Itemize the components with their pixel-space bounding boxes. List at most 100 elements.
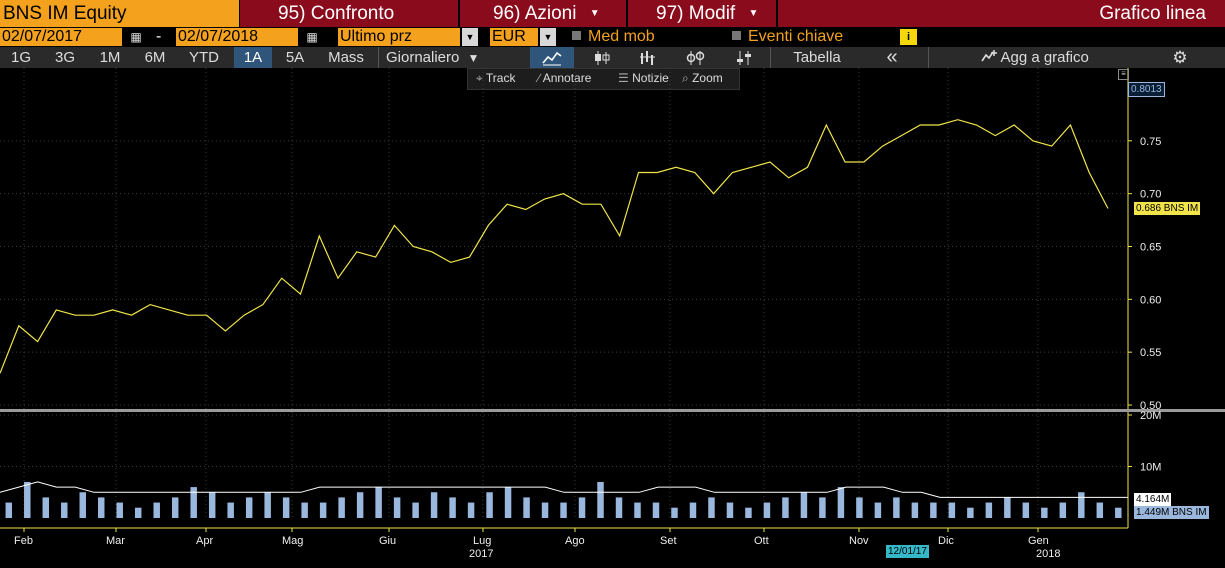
- volume-bar: [689, 502, 697, 518]
- collapse-icon[interactable]: «: [870, 47, 914, 68]
- volume-bar: [578, 497, 586, 518]
- period-tab-ytd[interactable]: YTD: [180, 47, 228, 68]
- period-tab-3g[interactable]: 3G: [46, 47, 84, 68]
- annotate-tool[interactable]: ∕ Annotare: [538, 71, 591, 85]
- bar-chart-button[interactable]: [630, 47, 666, 68]
- volume-bar: [171, 497, 179, 518]
- line-chart-button[interactable]: [530, 47, 574, 68]
- info-icon[interactable]: i: [900, 29, 917, 45]
- start-date-input[interactable]: 02/07/2017: [0, 28, 122, 46]
- moving-average-checkbox[interactable]: Med mob: [572, 28, 712, 46]
- volume-bar: [5, 502, 13, 518]
- period-tab-5a[interactable]: 5A: [276, 47, 314, 68]
- price-tick-label: 0.55: [1140, 347, 1161, 359]
- news-tool[interactable]: ☰ Notizie: [618, 71, 669, 85]
- volume-bar: [301, 502, 308, 518]
- actions-menu-button[interactable]: 96) Azioni ▼: [460, 0, 626, 27]
- volume-bar: [597, 481, 604, 518]
- collapse-panel-icon[interactable]: ≡: [1118, 69, 1129, 80]
- volume-bar: [726, 502, 734, 518]
- date-tick-label: Giu: [379, 535, 396, 547]
- volume-bar: [874, 502, 882, 518]
- modify-menu-number: 97): [656, 3, 684, 24]
- chevron-down-icon[interactable]: ▼: [462, 28, 478, 46]
- end-date-input[interactable]: 02/07/2018: [176, 28, 298, 46]
- volume-average-tag: 4.164M: [1134, 493, 1172, 506]
- volume-bar: [98, 497, 105, 518]
- chevron-down-icon: ▼: [467, 51, 480, 65]
- volume-bar: [153, 502, 160, 518]
- volume-bar: [61, 502, 68, 518]
- period-tab-1m[interactable]: 1M: [90, 47, 130, 68]
- frequency-label: Giornaliero: [386, 49, 460, 66]
- chevron-down-icon[interactable]: ▼: [540, 28, 556, 46]
- adjust-button[interactable]: [726, 47, 762, 68]
- modify-menu-button[interactable]: 97) Modif ▼: [628, 0, 776, 27]
- actions-menu-number: 96): [493, 3, 521, 24]
- volume-bar: [264, 492, 271, 518]
- calendar-icon[interactable]: ▦: [130, 30, 142, 44]
- volume-bar: [1059, 502, 1067, 518]
- volume-bar: [42, 497, 50, 518]
- date-tick-label: Feb: [14, 535, 33, 547]
- volume-bar: [911, 502, 919, 518]
- compare-menu-button[interactable]: 95) Confronto: [240, 0, 458, 27]
- add-to-chart-button[interactable]: Agg a grafico: [950, 47, 1120, 68]
- settings-bars-button[interactable]: [676, 47, 716, 68]
- volume-bar: [449, 497, 456, 518]
- date-tick-label: Ott: [754, 535, 769, 547]
- volume-bar: [227, 502, 234, 518]
- candlestick-button[interactable]: [584, 47, 620, 68]
- volume-bar: [745, 507, 752, 518]
- currency-select[interactable]: EUR: [490, 28, 538, 46]
- period-tab-mass[interactable]: Mass: [318, 47, 374, 68]
- price-tick-label: 0.60: [1140, 294, 1161, 306]
- volume-tick-label: 10M: [1140, 462, 1161, 474]
- volume-bar: [24, 481, 31, 518]
- frequency-select[interactable]: Giornaliero ▼: [380, 47, 526, 68]
- chevron-down-icon: ▼: [748, 8, 759, 20]
- track-label: Track: [485, 71, 516, 85]
- compare-menu-label: Confronto: [310, 3, 395, 24]
- volume-bar: [652, 502, 660, 518]
- start-date-value: 02/07/2017: [2, 28, 83, 45]
- key-events-checkbox[interactable]: Eventi chiave: [732, 28, 892, 46]
- chart-type-title: Grafico linea: [778, 0, 1225, 27]
- end-date-value: 02/07/2018: [178, 28, 259, 45]
- track-tool[interactable]: ⌖ Track: [476, 71, 515, 86]
- period-tab-1a[interactable]: 1A: [234, 47, 272, 68]
- period-tab-1g[interactable]: 1G: [2, 47, 40, 68]
- volume-bar: [1041, 507, 1048, 518]
- volume-bar: [412, 502, 419, 518]
- security-field[interactable]: BNS IM Equity: [0, 0, 239, 27]
- divider: [928, 47, 929, 68]
- volume-bar: [1004, 497, 1011, 518]
- volume-bar: [79, 492, 86, 518]
- checkbox-icon: [572, 31, 581, 40]
- cursor-date-tag: 12/01/17: [886, 545, 929, 558]
- volume-bar: [893, 497, 900, 518]
- table-button[interactable]: Tabella: [772, 47, 862, 68]
- chart-type-label: Grafico linea: [1099, 3, 1206, 24]
- zoom-tool[interactable]: ⌕ Zoom: [682, 71, 723, 86]
- gear-icon[interactable]: ⚙: [1160, 47, 1200, 68]
- volume-bar: [338, 497, 345, 518]
- volume-tick-label: 20M: [1140, 410, 1161, 422]
- volume-bar: [245, 497, 253, 518]
- last-price-tag: 0.686 BNS IM: [1134, 202, 1201, 215]
- compare-menu-number: 95): [278, 3, 306, 24]
- sliders-icon: [737, 51, 751, 66]
- date-tick-label: Mar: [106, 535, 125, 547]
- calendar-icon[interactable]: ▦: [306, 30, 318, 44]
- price-field-select[interactable]: Ultimo prz: [338, 28, 460, 46]
- period-tab-6m[interactable]: 6M: [136, 47, 174, 68]
- volume-bar: [208, 492, 216, 518]
- date-tick-label: Lug: [473, 535, 491, 547]
- chart-add-icon: [981, 50, 998, 62]
- date-tick-label: Ago: [565, 535, 585, 547]
- key-events-label: Eventi chiave: [748, 28, 844, 45]
- volume-bar: [190, 487, 197, 518]
- date-tick-label: Gen: [1028, 535, 1049, 547]
- volume-bar: [948, 502, 956, 518]
